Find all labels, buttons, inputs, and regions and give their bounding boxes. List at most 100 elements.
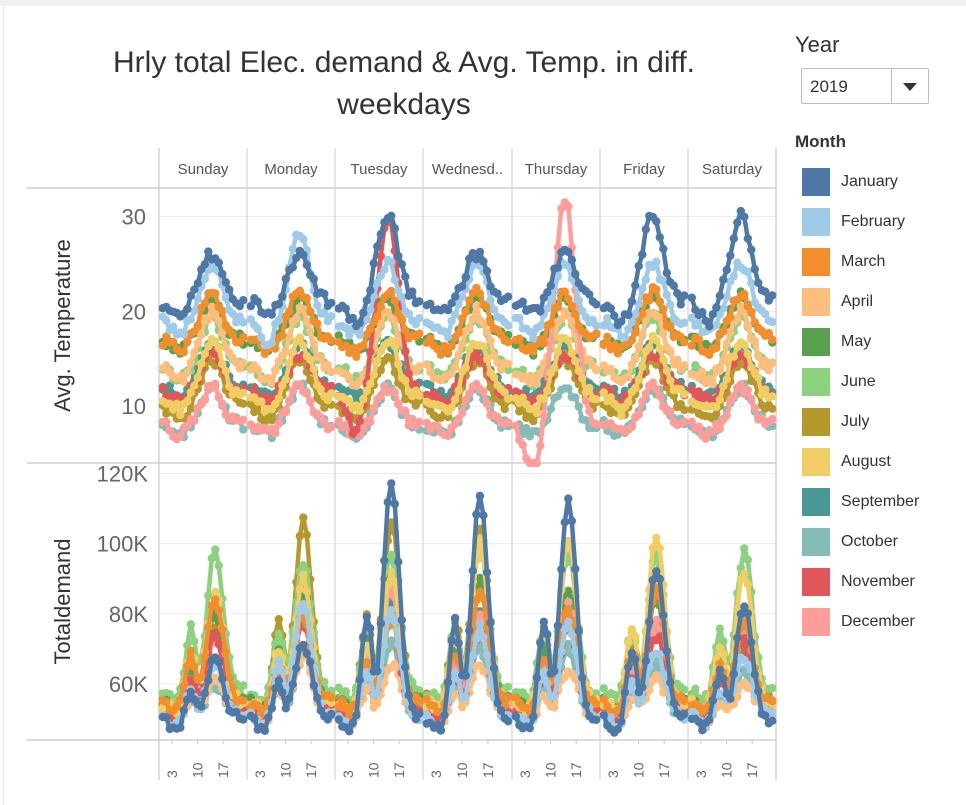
legend-item-march[interactable]: March [795, 242, 955, 282]
legend-item-february[interactable]: February [795, 202, 955, 242]
legend-item-january[interactable]: January [795, 162, 955, 202]
data-point [624, 310, 633, 320]
data-point [564, 617, 573, 626]
data-point [729, 392, 738, 401]
data-point [761, 309, 770, 319]
data-point [719, 327, 728, 336]
legend-item-june[interactable]: June [795, 362, 955, 402]
data-point [158, 341, 167, 350]
data-point [415, 362, 424, 371]
legend-label: April [841, 293, 874, 310]
data-point [454, 328, 463, 338]
data-point [652, 567, 661, 576]
legend-item-july[interactable]: July [795, 402, 955, 442]
data-point [327, 709, 336, 719]
data-point [369, 403, 378, 413]
data-point [394, 251, 403, 261]
dropdown-divider [891, 69, 892, 103]
data-point [387, 354, 396, 363]
x-tick-label: 17 [656, 762, 672, 778]
data-point [567, 516, 576, 526]
data-point [504, 682, 513, 691]
legend-item-may[interactable]: May [795, 322, 955, 362]
data-point [475, 534, 485, 543]
data-point [394, 640, 403, 649]
data-point [447, 342, 456, 351]
data-point [475, 247, 485, 257]
data-point [390, 617, 399, 626]
data-point [390, 224, 399, 233]
data-point [687, 341, 696, 350]
x-tick-label: 3 [340, 770, 356, 778]
data-point [768, 404, 777, 413]
data-point [394, 557, 403, 567]
data-point [662, 366, 671, 375]
data-point [341, 687, 350, 696]
data-point [472, 596, 481, 605]
data-point [193, 279, 202, 288]
legend-item-september[interactable]: September [795, 482, 955, 522]
data-point [200, 652, 209, 661]
data-point [179, 681, 188, 691]
data-point [641, 389, 650, 398]
year-dropdown[interactable]: 2019 [801, 68, 929, 104]
data-point [564, 536, 573, 546]
data-point [186, 620, 195, 629]
data-point [599, 695, 608, 704]
data-point [390, 296, 399, 305]
data-point [309, 681, 318, 690]
data-point [468, 651, 477, 661]
data-point [482, 266, 492, 276]
data-point [496, 706, 506, 715]
data-point [257, 397, 266, 406]
data-point [624, 373, 633, 382]
y-axis-label-demand: Totaldemand [50, 539, 75, 665]
data-point [504, 365, 513, 375]
data-point [680, 361, 689, 370]
data-point [705, 350, 714, 359]
legend-item-november[interactable]: November [795, 562, 955, 602]
data-point [214, 658, 223, 667]
legend-item-october[interactable]: October [795, 522, 955, 562]
data-point [698, 726, 707, 735]
data-point [390, 388, 399, 397]
data-point [281, 375, 290, 384]
data-point [719, 382, 728, 391]
data-point [387, 258, 396, 267]
data-point [408, 703, 417, 712]
data-point [334, 331, 343, 340]
data-point [539, 359, 548, 368]
data-point [302, 389, 311, 399]
data-point [302, 293, 311, 303]
data-point [613, 725, 622, 734]
data-point [652, 384, 661, 394]
data-point [228, 309, 237, 319]
data-point [641, 225, 650, 234]
chevron-down-icon[interactable] [903, 83, 917, 91]
data-point [655, 574, 664, 584]
data-point [359, 424, 368, 433]
data-point [592, 715, 601, 724]
data-point [631, 281, 640, 290]
data-point [645, 343, 654, 352]
legend-item-august[interactable]: August [795, 442, 955, 482]
x-tick-label: 3 [605, 770, 621, 778]
data-point [274, 676, 283, 685]
data-point [489, 351, 499, 361]
y-tick-label: 30 [122, 204, 146, 229]
legend-item-april[interactable]: April [795, 282, 955, 322]
data-point [743, 321, 752, 330]
data-point [387, 567, 396, 576]
data-point [193, 338, 202, 348]
data-point [564, 586, 573, 595]
data-point [225, 285, 234, 294]
data-point [271, 365, 280, 375]
data-point [655, 233, 664, 242]
data-point [722, 292, 731, 301]
data-point [387, 550, 396, 559]
data-point [285, 694, 294, 703]
data-point [327, 367, 336, 376]
data-point [190, 381, 199, 390]
data-point [186, 404, 195, 413]
legend-item-december[interactable]: December [795, 602, 955, 642]
